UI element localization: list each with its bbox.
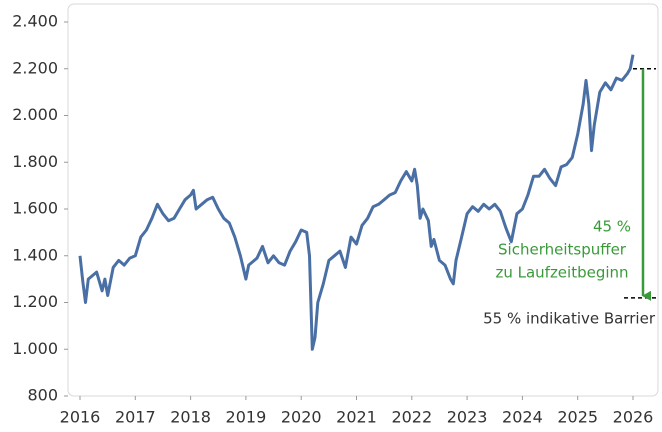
x-tick-label: 2018 xyxy=(170,408,211,427)
x-tick-label: 2024 xyxy=(502,408,543,427)
x-tick-label: 2023 xyxy=(447,408,488,427)
buffer-text: zu Laufzeitbeginn xyxy=(495,264,628,282)
y-tick-label: 2.000 xyxy=(12,105,58,124)
y-tick-label: 1.000 xyxy=(12,339,58,358)
y-tick-label: 800 xyxy=(27,386,58,405)
y-tick-label: 2.200 xyxy=(12,58,58,77)
y-tick-label: 1.400 xyxy=(12,245,58,264)
y-tick-label: 1.200 xyxy=(12,292,58,311)
x-tick-label: 2025 xyxy=(557,408,598,427)
x-tick-label: 2020 xyxy=(281,408,322,427)
x-tick-label: 2022 xyxy=(391,408,432,427)
x-tick-label: 2016 xyxy=(60,408,101,427)
plot-frame xyxy=(67,3,659,397)
x-tick-label: 2017 xyxy=(115,408,156,427)
x-tick-label: 2026 xyxy=(613,408,654,427)
buffer-text: Sicherheitspuffer xyxy=(498,241,627,259)
buffer-label: 45 % xyxy=(593,218,631,236)
x-tick-label: 2019 xyxy=(226,408,267,427)
y-tick-label: 1.800 xyxy=(12,152,58,171)
price-line xyxy=(78,54,635,351)
y-tick-label: 1.600 xyxy=(12,199,58,218)
barrier-label: 55 % indikative Barrier xyxy=(483,310,656,328)
y-tick-label: 2.400 xyxy=(12,12,58,31)
x-tick-label: 2021 xyxy=(336,408,377,427)
